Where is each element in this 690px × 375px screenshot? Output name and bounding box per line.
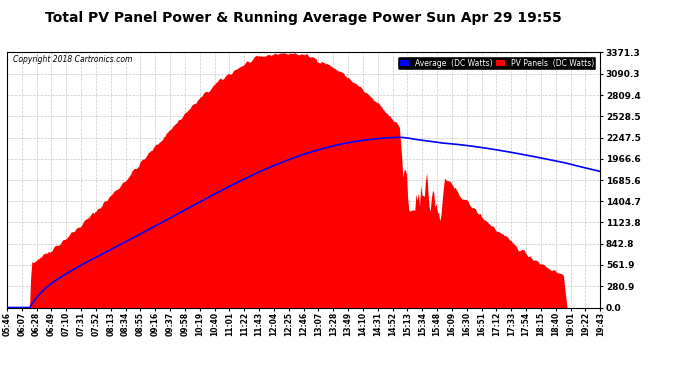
Text: Copyright 2018 Cartronics.com: Copyright 2018 Cartronics.com bbox=[13, 55, 132, 64]
Legend: Average  (DC Watts), PV Panels  (DC Watts): Average (DC Watts), PV Panels (DC Watts) bbox=[397, 56, 596, 70]
Text: Total PV Panel Power & Running Average Power Sun Apr 29 19:55: Total PV Panel Power & Running Average P… bbox=[46, 11, 562, 25]
